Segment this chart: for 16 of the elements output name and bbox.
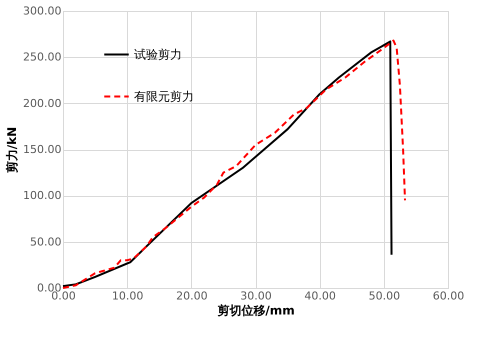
y-tick-label: 300.00 — [23, 4, 62, 18]
y-tick-label: 100.00 — [23, 189, 62, 202]
x-axis-title: 剪切位移/mm — [217, 304, 295, 318]
y-tick-label: 250.00 — [23, 50, 62, 64]
x-tick-label: 30.00 — [240, 290, 272, 302]
x-tick-label: 10.00 — [112, 290, 144, 302]
y-axis-title: 剪力/kN — [5, 126, 20, 174]
x-tick-label: 50.00 — [368, 290, 400, 302]
y-tick-label: 150.00 — [23, 143, 62, 156]
y-tick-label: 50.00 — [30, 235, 62, 248]
x-tick-label: 20.00 — [176, 290, 208, 302]
x-tick-label: 60.00 — [432, 290, 464, 302]
x-tick-label: 40.00 — [304, 290, 336, 302]
y-tick-label: 200.00 — [23, 96, 62, 110]
legend-label: 试验剪力 — [134, 48, 182, 62]
legend-label: 有限元剪力 — [134, 90, 194, 104]
